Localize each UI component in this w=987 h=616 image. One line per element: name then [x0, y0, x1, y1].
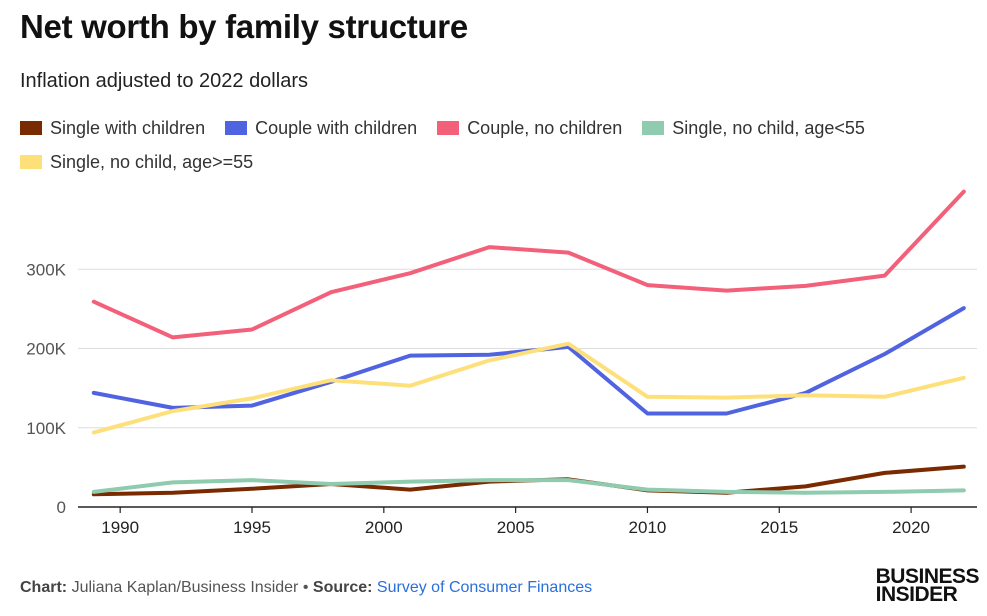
series-line-couple-no-children	[91, 189, 966, 340]
y-tick-label: 100K	[26, 419, 66, 438]
legend-item-couple-with-children: Couple with children	[225, 118, 417, 139]
y-tick-label: 0	[57, 498, 66, 517]
legend-label: Single with children	[50, 117, 206, 138]
chart-credit-label: Chart:	[20, 579, 68, 596]
grid-layer	[78, 268, 977, 429]
footer-credit: Chart: Juliana Kaplan/Business Insider •…	[20, 579, 592, 597]
legend-swatch	[642, 121, 665, 135]
chart-title: Net worth by family structure	[20, 8, 468, 45]
series-line-single-no-child-age-55	[91, 341, 966, 435]
legend-swatch	[20, 155, 42, 169]
legend: Single with children Couple with childre…	[20, 114, 980, 182]
y-tick-label: 300K	[26, 260, 66, 279]
x-tick-label: 2005	[497, 518, 535, 537]
source-link[interactable]: Survey of Consumer Finances	[376, 579, 593, 596]
legend-label: Couple with children	[255, 117, 418, 138]
legend-label: Single, no child, age>=55	[50, 151, 254, 172]
y-tick-label: 200K	[26, 340, 66, 359]
chart-subtitle: Inflation adjusted to 2022 dollars	[20, 70, 308, 92]
footer-bullet: •	[302, 579, 309, 596]
series-line-single-no-child-age-55	[91, 478, 966, 495]
series-layer	[91, 189, 966, 497]
x-tick-label: 2015	[760, 518, 798, 537]
legend-label: Single, no child, age<55	[672, 117, 865, 138]
legend-row-2: Single, no child, age>=55	[20, 148, 980, 176]
logo-line-2: INSIDER	[875, 583, 958, 606]
x-tick-label: 2020	[892, 518, 930, 537]
source-label: Source:	[312, 579, 373, 596]
chart-credit-author: Juliana Kaplan/Business Insider	[71, 579, 299, 596]
legend-swatch	[225, 121, 248, 135]
x-tick-label: 2000	[365, 518, 403, 537]
legend-swatch	[437, 121, 460, 135]
legend-row-1: Single with children Couple with childre…	[20, 114, 980, 142]
x-tick-label: 1990	[101, 518, 139, 537]
legend-item-single-no-child-under55: Single, no child, age<55	[642, 118, 865, 139]
legend-swatch	[20, 121, 42, 135]
x-tick-label: 1995	[233, 518, 271, 537]
legend-item-couple-no-children: Couple, no children	[437, 118, 622, 139]
axis-layer	[78, 506, 977, 513]
legend-item-single-no-child-55plus: Single, no child, age>=55	[20, 152, 253, 173]
tick-label-layer: 0 100K 200K 300K 1990 1995 2000 2005 2010 2015 202…	[26, 260, 930, 537]
business-insider-logo: BUSINESS INSIDER	[875, 565, 980, 606]
legend-label: Couple, no children	[467, 117, 623, 138]
x-tick-label: 2010	[629, 518, 667, 537]
legend-item-single-with-children: Single with children	[20, 118, 205, 139]
logo-line-1: BUSINESS	[875, 565, 980, 588]
